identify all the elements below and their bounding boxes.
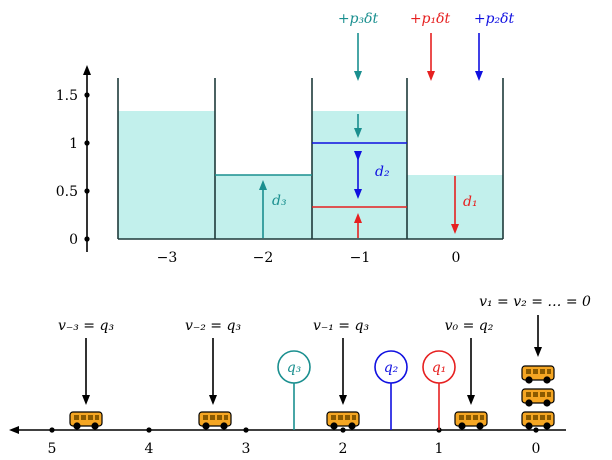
d3-label: d₃ <box>272 193 287 209</box>
d1-label: d₁ <box>463 194 478 210</box>
y-tick-label: 0 <box>69 232 78 248</box>
bus-icon <box>198 411 232 431</box>
y-tick-dot <box>84 236 90 242</box>
inflow-label-p3: +p₃δt <box>338 11 379 27</box>
fill-bin-minus3 <box>118 111 215 239</box>
bus-icon <box>521 388 555 408</box>
axis-tick-dot <box>243 427 249 433</box>
axis-tick-dot <box>533 427 539 433</box>
bus-icon <box>69 411 103 431</box>
d2-label: d₂ <box>375 164 390 180</box>
y-tick-label: 1 <box>69 136 78 152</box>
velocity-label-vm1: v₋₁ = q₃ <box>313 318 370 334</box>
velocity-label-vrest: v₁ = v₂ = … = 0 <box>479 294 591 310</box>
pin-q2 <box>374 350 408 384</box>
bus-icon <box>454 411 488 431</box>
bus-icon <box>326 411 360 431</box>
y-tick-label: 1.5 <box>56 88 78 104</box>
velocity-label-vm3: v₋₃ = q₃ <box>58 318 115 334</box>
fill-bin-minus1 <box>312 111 407 239</box>
pin-label-q3: q₃ <box>287 360 302 376</box>
inflow-label-p1: +p₁δt <box>410 11 451 27</box>
axis-tick-label: 2 <box>339 441 348 457</box>
bus-icon <box>521 365 555 385</box>
y-tick-dot <box>84 188 90 194</box>
x-tick-label: −2 <box>253 250 274 266</box>
axis-tick-dot <box>340 427 346 433</box>
pin-label-q1: q₁ <box>432 360 447 376</box>
velocity-label-v0: v₀ = q₂ <box>445 318 494 334</box>
axis-tick-label: 4 <box>145 441 154 457</box>
pin-q3 <box>277 350 311 384</box>
x-tick-label: −3 <box>157 250 178 266</box>
axis-tick-dot <box>146 427 152 433</box>
y-tick-dot <box>84 92 90 98</box>
top-panel: 0 0.5 1 1.5 −3 −2 −1 0 +p₃δt +p₁δt +p₂δt… <box>56 11 515 266</box>
pin-label-q2: q₂ <box>384 360 399 376</box>
velocity-label-vm2: v₋₂ = q₃ <box>185 318 242 334</box>
bottom-panel: 5 4 3 2 1 0 v₋₃ = q₃ v₋₂ = q₃ v₋₁ = q₃ v… <box>9 294 591 457</box>
y-tick-label: 0.5 <box>56 184 78 200</box>
bus-icon <box>521 411 555 431</box>
axis-tick-label: 5 <box>48 441 57 457</box>
pin-q1 <box>422 350 456 384</box>
x-tick-label: −1 <box>350 250 371 266</box>
y-tick-dot <box>84 140 90 146</box>
axis-tick-label: 0 <box>532 441 541 457</box>
axis-tick-label: 3 <box>242 441 251 457</box>
inflow-label-p2: +p₂δt <box>474 11 515 27</box>
axis-tick-dot <box>49 427 55 433</box>
axis-tick-label: 1 <box>435 441 444 457</box>
x-tick-label: 0 <box>452 250 461 266</box>
